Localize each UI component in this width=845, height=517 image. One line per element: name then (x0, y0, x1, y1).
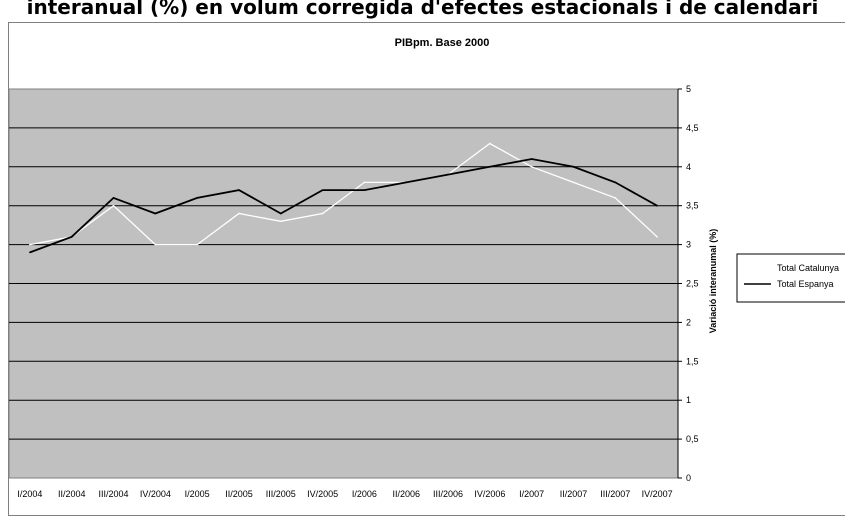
x-tick-label: III/2006 (433, 489, 463, 499)
data-point (656, 236, 658, 238)
y-tick-label: 4 (686, 162, 691, 172)
data-point (196, 197, 198, 199)
data-point (572, 181, 575, 184)
data-point (321, 189, 324, 191)
x-tick-label: I/2006 (352, 489, 377, 499)
line-chart: PIBpm. Base 2000 0 0,5 1 1,5 2 2,5 3 3,5 4 4,5 5 I… (9, 37, 845, 499)
y-tick-label: 0,5 (686, 434, 699, 444)
x-tick-label: IV/2004 (140, 489, 171, 499)
y-tick-label: 0 (686, 473, 691, 483)
data-point (279, 212, 282, 215)
x-tick-label: III/2005 (266, 489, 296, 499)
chart-frame: PIBpm. Base 2000 0 0,5 1 1,5 2 2,5 3 3,5 4 4,5 5 I… (8, 22, 845, 516)
data-point (489, 142, 491, 145)
x-tick-label: IV/2005 (307, 489, 338, 499)
y-axis-title: Variació interanumal (%) (708, 229, 718, 334)
legend: Total Catalunya Total Espanya (736, 253, 845, 303)
y-tick-label: 1 (686, 395, 691, 405)
y-axis: 0 0,5 1 1,5 2 2,5 3 3,5 4 4,5 5 (677, 84, 699, 483)
x-tick-label: II/2007 (560, 489, 588, 499)
y-tick-label: 1,5 (686, 356, 699, 366)
x-tick-label: IV/2006 (474, 489, 505, 499)
x-tick-label: IV/2007 (642, 489, 673, 499)
data-point (279, 220, 282, 223)
x-tick-label: II/2006 (392, 489, 420, 499)
data-point (656, 204, 658, 207)
data-point (29, 251, 31, 254)
data-point (154, 243, 157, 246)
data-point (530, 158, 533, 160)
legend-box (736, 253, 845, 303)
x-tick-label: I/2004 (17, 489, 42, 499)
x-axis: I/2004 II/2004 III/2004 IV/2004 I/2005 II/200… (17, 489, 672, 499)
series-line-espanya (29, 158, 658, 254)
data-point (614, 181, 617, 184)
legend-label: Total Espanya (777, 279, 834, 289)
y-tick-label: 2 (686, 317, 691, 327)
data-point (112, 204, 115, 207)
y-tick-label: 4,5 (686, 123, 699, 133)
y-tick-label: 3,5 (686, 201, 699, 211)
y-tick-label: 3 (686, 240, 691, 250)
series-layer (29, 142, 658, 254)
data-point (154, 212, 157, 215)
y-tick-label: 5 (686, 84, 691, 94)
x-tick-label: I/2007 (519, 489, 544, 499)
x-tick-label: III/2007 (600, 489, 630, 499)
x-tick-label: III/2004 (99, 489, 129, 499)
data-point (112, 197, 115, 199)
grid-lines (9, 127, 678, 440)
data-point (614, 197, 617, 199)
data-point (238, 189, 240, 191)
data-point (489, 166, 491, 168)
data-point (196, 243, 198, 246)
data-point (405, 181, 408, 184)
x-tick-label: I/2005 (185, 489, 210, 499)
data-point (363, 189, 366, 191)
y-tick-label: 2,5 (686, 279, 699, 289)
data-point (321, 212, 324, 215)
x-tick-label: II/2005 (225, 489, 253, 499)
data-point (363, 181, 366, 184)
page-title: interanual (%) en volum corregida d'efec… (26, 0, 819, 19)
chart-title: PIBpm. Base 2000 (395, 37, 490, 49)
data-point (530, 166, 533, 168)
data-point (447, 173, 449, 176)
legend-label: Total Catalunya (777, 263, 839, 273)
series-line-catalunya (29, 142, 658, 246)
data-point (29, 243, 31, 246)
data-point (572, 166, 575, 168)
data-point (238, 212, 240, 215)
data-point (70, 236, 73, 238)
x-tick-label: II/2004 (58, 489, 86, 499)
